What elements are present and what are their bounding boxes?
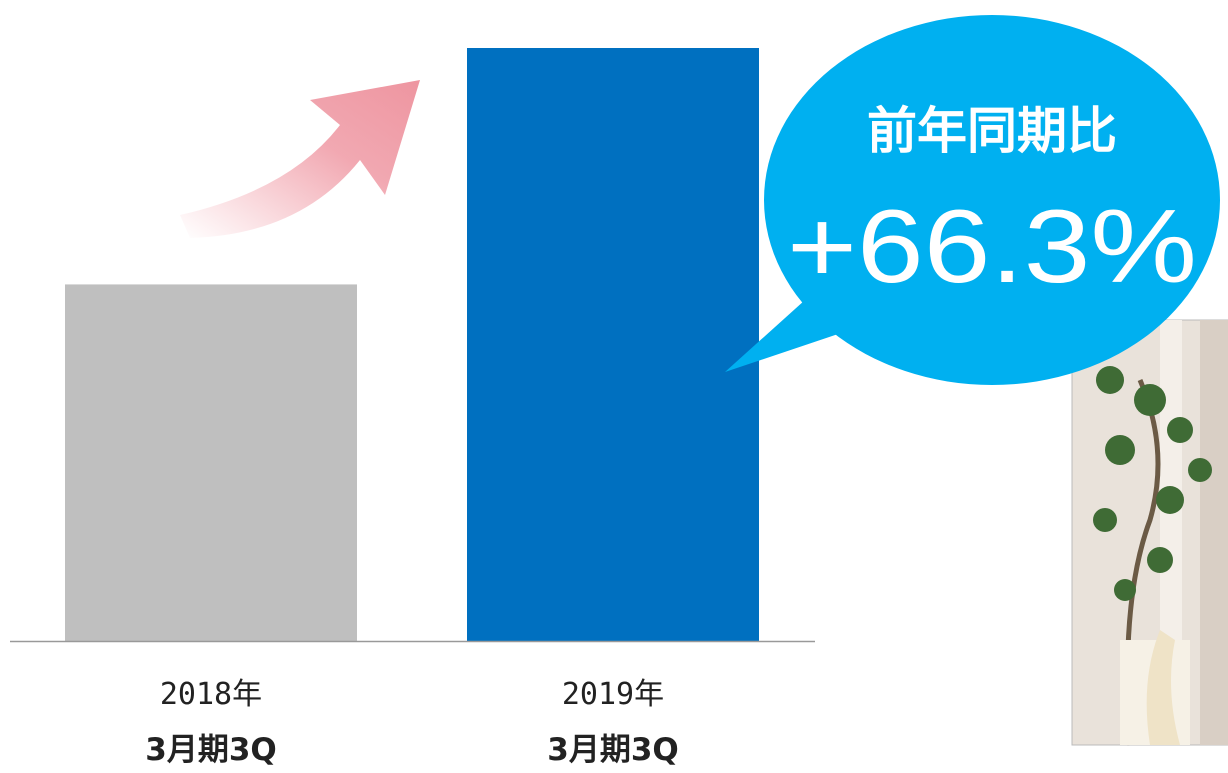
x-tick-label: 3月期3Q [145, 732, 277, 768]
x-tick-label: 3月期3Q [547, 732, 679, 768]
photo [1071, 319, 1228, 746]
x-tick-label: 2019年 [562, 677, 664, 712]
callout-title: 前年同期比 [867, 102, 1117, 160]
callout: 前年同期比 +66.3% [725, 15, 1220, 385]
arrow [180, 80, 420, 238]
bar [65, 284, 357, 641]
bar [467, 48, 759, 641]
callout-value: +66.3% [787, 189, 1197, 305]
x-tick-label: 2018年 [160, 677, 262, 712]
